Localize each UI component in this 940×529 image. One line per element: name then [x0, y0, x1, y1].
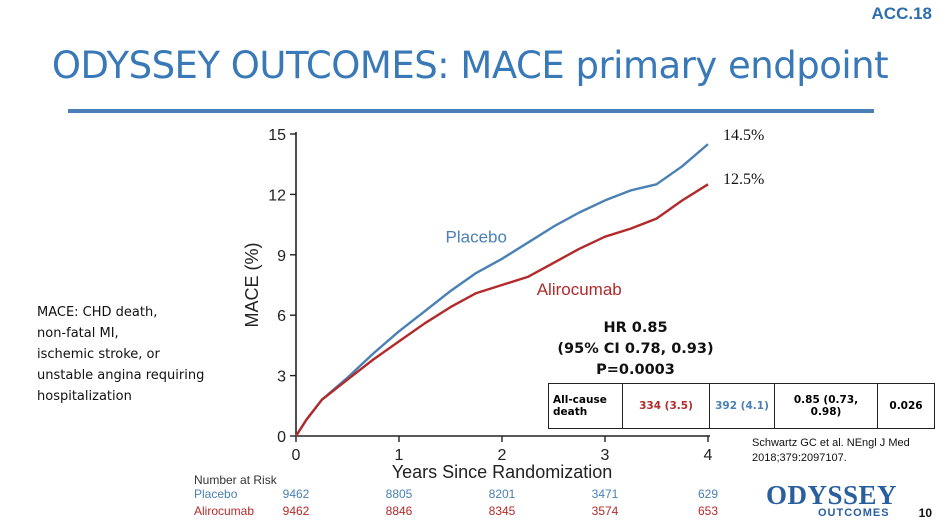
y-tick-label: 0: [277, 429, 286, 446]
series-label-alirocumab: Alirocumab: [537, 280, 622, 299]
y-tick-label: 15: [268, 127, 286, 144]
page-number: 10: [918, 506, 932, 520]
mace-definition: MACE: CHD death, non-fatal MI, ischemic …: [37, 302, 237, 407]
slide-title: ODYSSEY OUTCOMES: MACE primary endpoint: [51, 44, 889, 87]
y-tick-label: 12: [268, 187, 286, 204]
reference-citation: Schwartz GC et al. NEngl J Med 2018;379:…: [752, 437, 910, 464]
risk-count: 8846: [386, 504, 413, 518]
placebo-end-label: 14.5%: [723, 127, 765, 144]
y-tick-label: 6: [277, 308, 286, 325]
confidence-interval: (95% CI 0.78, 0.93): [557, 341, 714, 357]
hazard-ratio: HR 0.85: [603, 320, 668, 336]
risk-count: 629: [698, 487, 718, 501]
risk-row-label: Alirocumab: [194, 504, 254, 518]
mace-definition-line: hospitalization: [37, 389, 132, 404]
table-row: All-cause death 334 (3.5) 392 (4.1) 0.85…: [548, 383, 935, 429]
x-tick-label: 0: [292, 447, 301, 464]
mace-definition-line: MACE: CHD death,: [37, 305, 158, 320]
risk-count: 8805: [386, 487, 413, 501]
x-axis-label: Years Since Randomization: [392, 462, 612, 482]
death-alirocumab: 334 (3.5): [622, 383, 710, 429]
chart-labels: Placebo Alirocumab: [446, 228, 622, 299]
mace-definition-line: non-fatal MI,: [37, 326, 119, 341]
y-axis-label: MACE (%): [242, 243, 262, 328]
chart-series: [294, 143, 709, 437]
alirocumab-end-label: 12.5%: [723, 171, 765, 188]
p-value: P=0.0003: [596, 362, 675, 378]
series-line-alirocumab: [294, 183, 709, 437]
series-label-placebo: Placebo: [446, 228, 507, 247]
all-cause-death-table: All-cause death 334 (3.5) 392 (4.1) 0.85…: [548, 383, 935, 429]
title-divider: [68, 109, 874, 113]
y-tick-label: 9: [277, 248, 286, 265]
death-hr: 0.85 (0.73, 0.98): [774, 383, 878, 429]
mace-definition-line: ischemic stroke, or: [37, 347, 160, 362]
risk-count: 3471: [592, 487, 619, 501]
x-tick-label: 2: [498, 447, 507, 464]
logo-subtitle: OUTCOMES: [818, 507, 890, 519]
x-tick-label: 3: [601, 447, 610, 464]
mace-definition-line: unstable angina requiring: [37, 368, 205, 383]
logo-wordmark: ODYSSEY: [766, 480, 898, 510]
x-tick-label: 1: [395, 447, 404, 464]
death-p: 0.026: [877, 383, 935, 429]
risk-count: 9462: [283, 504, 310, 518]
series-line-placebo: [294, 143, 709, 437]
risk-row-label: Placebo: [194, 487, 238, 501]
y-tick-label: 3: [277, 369, 286, 386]
risk-count: 8345: [489, 504, 516, 518]
death-placebo: 392 (4.1): [709, 383, 775, 429]
conference-badge: ACC.18: [871, 4, 932, 23]
risk-count: 653: [698, 504, 718, 518]
risk-count: 8201: [489, 487, 516, 501]
risk-count: 9462: [283, 487, 310, 501]
risk-count: 3574: [592, 504, 619, 518]
risk-table-title: Number at Risk: [194, 473, 278, 487]
death-label: All-cause death: [548, 383, 623, 429]
hazard-ratio-block: HR 0.85 (95% CI 0.78, 0.93) P=0.0003: [548, 318, 723, 381]
x-tick-label: 4: [704, 447, 713, 464]
odyssey-logo: ODYSSEY OUTCOMES: [766, 480, 916, 522]
